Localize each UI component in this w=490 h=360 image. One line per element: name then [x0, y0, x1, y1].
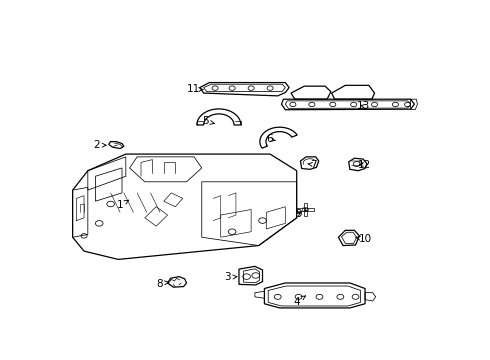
- Text: 11: 11: [186, 85, 203, 94]
- Text: 4: 4: [294, 296, 305, 307]
- Text: 6: 6: [266, 134, 275, 144]
- Text: 7: 7: [308, 159, 317, 170]
- Text: 9: 9: [295, 209, 302, 219]
- Text: 13: 13: [357, 101, 370, 111]
- Text: 10: 10: [356, 234, 371, 244]
- Text: 3: 3: [224, 273, 237, 283]
- Text: 8: 8: [156, 279, 169, 288]
- Text: 2: 2: [93, 140, 106, 150]
- Text: 5: 5: [202, 116, 215, 126]
- Text: 1: 1: [117, 200, 129, 210]
- Text: 12: 12: [358, 159, 371, 170]
